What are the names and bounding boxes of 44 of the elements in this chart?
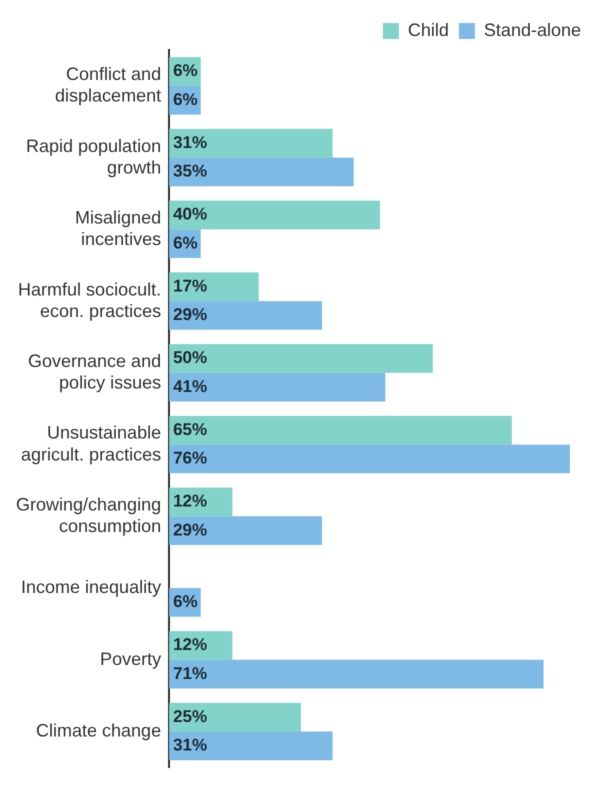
data-label: 29%	[173, 520, 208, 540]
y-tick-label: Governance and policy issues	[28, 351, 162, 393]
bar	[169, 732, 333, 760]
bar	[169, 128, 333, 158]
bar	[169, 444, 570, 474]
data-label: 35%	[173, 162, 208, 181]
data-label: 6%	[173, 592, 198, 612]
y-tick-label: Income inequality	[20, 577, 162, 598]
bar	[169, 702, 301, 732]
bar	[169, 301, 322, 330]
y-tick-label: Growing/changing consumption	[16, 494, 162, 536]
data-label: 12%	[173, 635, 208, 654]
bar	[169, 372, 386, 402]
data-label: 50%	[173, 348, 208, 368]
data-label: 6%	[173, 90, 198, 109]
bar	[169, 516, 322, 546]
data-label: 41%	[173, 376, 208, 396]
bar	[169, 660, 544, 688]
y-tick-label: Conflict and displacement	[55, 64, 162, 106]
data-label: 29%	[173, 305, 208, 324]
data-label: 40%	[173, 204, 208, 224]
data-label: 76%	[173, 448, 208, 468]
legend-label: Child	[408, 20, 449, 40]
legend-label: Stand-alone	[484, 20, 582, 40]
data-label: 17%	[173, 276, 208, 296]
bar	[169, 272, 259, 302]
bar	[169, 200, 380, 230]
bar	[169, 158, 354, 186]
data-label: 31%	[173, 132, 208, 152]
data-label: 12%	[173, 492, 208, 511]
data-label: 71%	[173, 664, 208, 683]
bar	[169, 344, 433, 373]
y-tick-label: Misaligned incentives	[75, 208, 162, 250]
bar	[169, 416, 512, 445]
y-tick-label: Rapid population growth	[26, 136, 162, 178]
y-tick-label: Unsustainable agricult. practices	[21, 422, 162, 464]
data-label: 6%	[173, 233, 198, 252]
y-tick-label: Harmful sociocult. econ. practices	[18, 279, 162, 321]
y-tick-label: Poverty	[100, 648, 162, 669]
data-label: 31%	[173, 736, 208, 755]
data-label: 25%	[173, 706, 208, 726]
data-label: 6%	[173, 61, 198, 80]
data-label: 65%	[173, 420, 208, 439]
y-tick-label: Climate change	[36, 720, 162, 740]
